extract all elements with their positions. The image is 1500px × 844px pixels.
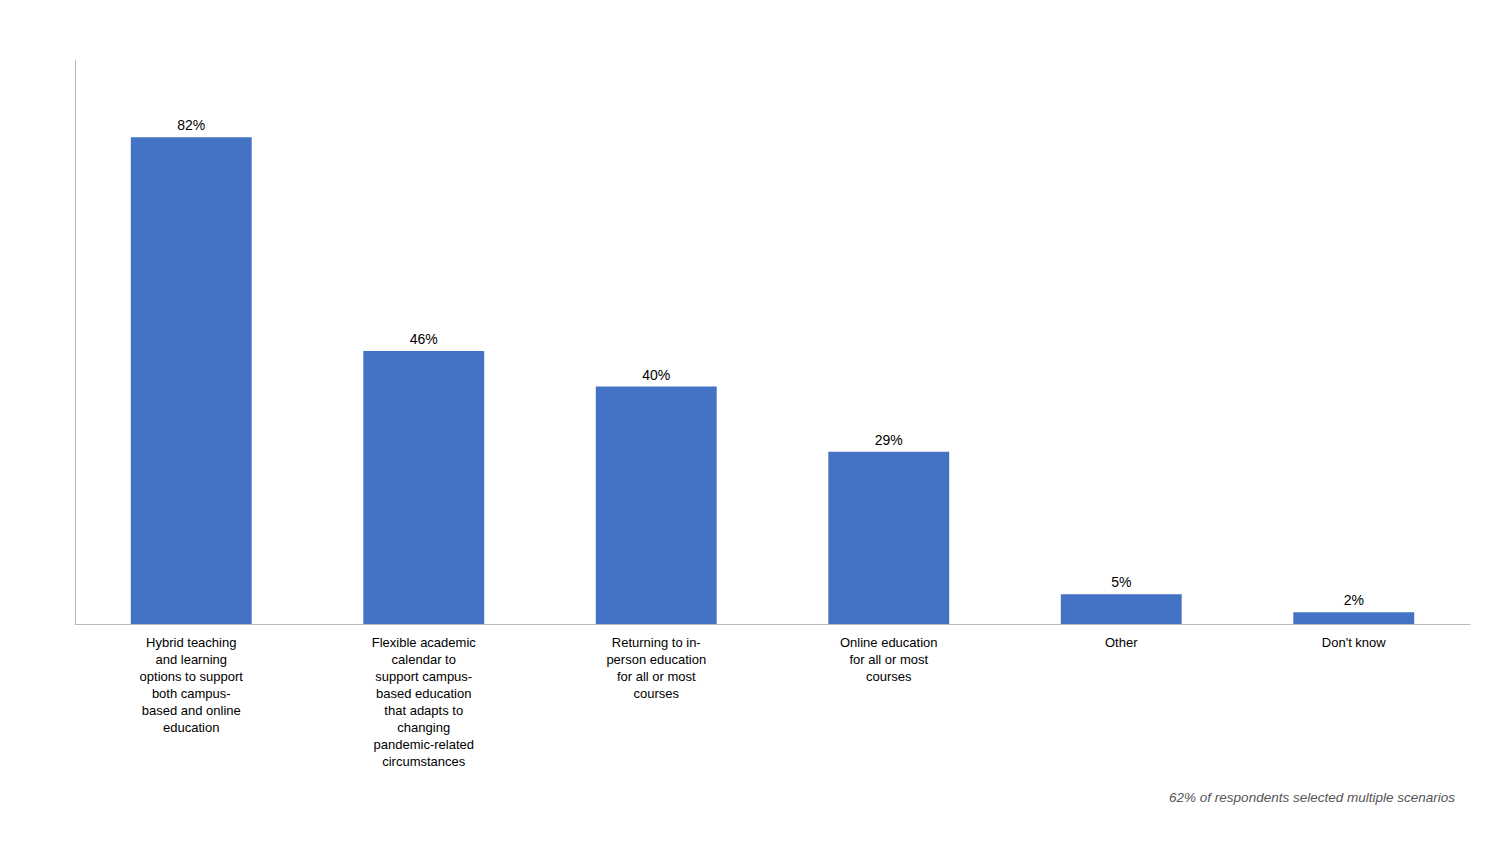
svg-text:that adapts to: that adapts to (384, 703, 463, 718)
svg-text:Flexible academic: Flexible academic (372, 635, 477, 650)
svg-text:support campus-: support campus- (375, 669, 472, 684)
svg-text:Don't know: Don't know (1322, 635, 1387, 650)
svg-text:29%: 29% (875, 432, 903, 448)
svg-text:options to support: options to support (140, 669, 244, 684)
svg-text:and learning: and learning (155, 652, 227, 667)
svg-text:education: education (163, 720, 219, 735)
svg-text:calendar to: calendar to (392, 652, 456, 667)
svg-text:circumstances: circumstances (382, 754, 466, 769)
svg-text:Returning to in-: Returning to in- (612, 635, 701, 650)
svg-text:courses: courses (866, 669, 912, 684)
svg-text:person education: person education (606, 652, 706, 667)
svg-text:for all or most: for all or most (849, 652, 928, 667)
svg-text:based and online: based and online (142, 703, 241, 718)
svg-text:Hybrid teaching: Hybrid teaching (146, 635, 236, 650)
svg-text:5%: 5% (1111, 574, 1131, 590)
svg-text:Other: Other (1105, 635, 1138, 650)
svg-text:pandemic-related: pandemic-related (374, 737, 474, 752)
svg-text:40%: 40% (642, 367, 670, 383)
svg-text:Online education: Online education (840, 635, 938, 650)
svg-text:based education: based education (376, 686, 471, 701)
svg-text:courses: courses (633, 686, 679, 701)
svg-text:both campus-: both campus- (152, 686, 231, 701)
svg-text:for all or most: for all or most (617, 669, 696, 684)
svg-text:2%: 2% (1344, 592, 1364, 608)
svg-text:82%: 82% (177, 117, 205, 133)
svg-text:46%: 46% (410, 331, 438, 347)
svg-text:62% of respondents selected mu: 62% of respondents selected multiple sce… (1169, 790, 1455, 805)
svg-text:changing: changing (397, 720, 450, 735)
